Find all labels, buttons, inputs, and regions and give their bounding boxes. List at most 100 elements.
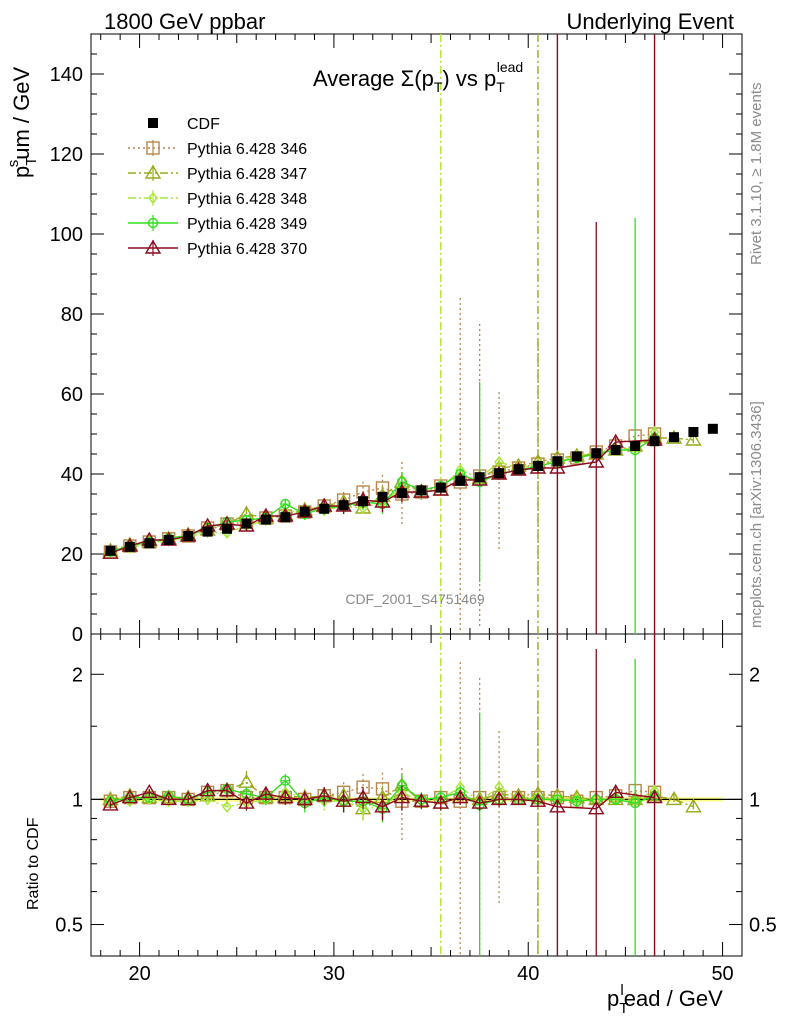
point-cdf [455,475,466,486]
x-tick-label: 30 [323,963,345,985]
ratio-y-tick-label: 0.5 [55,915,83,937]
point-cdf [571,451,582,462]
point-cdf [124,541,135,552]
ratio-point-p370 [393,789,411,804]
ratio-point-p348 [124,795,135,808]
ratio-y-axis-label: Ratio to CDF [25,817,42,910]
ratio-point-p370 [141,783,158,799]
main-y-tick-label: 140 [50,64,83,86]
point-cdf [163,535,174,545]
x-tick-label: 40 [517,963,539,985]
ratio-point-p370 [315,787,333,802]
ratio-point-p370 [607,783,624,799]
legend: CDF Pythia 6.428 346 Pythia 6.428 347 Pythi… [128,116,307,258]
ratio-y-tick-label-right: 2 [749,664,760,686]
ratio-point-p370 [335,792,352,807]
point-cdf [202,526,213,537]
legend-marker-p370 [144,239,162,254]
ratio-point-p370 [199,782,216,797]
ratio-point-p370 [413,792,430,807]
ratio-point-p370 [529,792,547,807]
plot-title: Average Σ(pT) vs pTlead [313,59,523,95]
ratio-point-p370 [160,791,177,806]
point-cdf [532,461,543,471]
ratio-point-p370 [588,800,605,815]
point-cdf [280,512,291,523]
mcplots-reference-label: mcplots.cern.ch [arXiv:1306.3436] [748,401,765,628]
ratio-point-p348 [358,802,368,815]
ratio-point-p370 [354,789,372,804]
main-y-tick-label: 60 [61,384,83,406]
ratio-point-p370 [490,791,508,806]
legend-label-p346: Pythia 6.428 346 [187,141,307,158]
ratio-point-p370 [238,794,255,809]
main-y-tick-label: 120 [50,144,83,166]
main-series-group [102,218,718,634]
point-cdf [688,427,699,437]
analysis-watermark: CDF_2001_S4751469 [345,591,485,607]
ratio-point-p370 [646,789,663,804]
point-cdf [222,523,233,534]
point-cdf [416,485,427,496]
ratio-point-p370 [432,794,450,809]
legend-label-cdf: CDF [187,116,220,133]
point-cdf [435,482,446,493]
point-cdf [552,456,563,467]
point-cdf [319,503,330,514]
point-cdf [591,448,602,459]
point-cdf [299,506,310,517]
point-cdf [338,500,349,511]
ratio-point-p370 [218,782,236,797]
point-cdf [513,464,524,475]
ratio-point-p370 [510,791,527,806]
legend-label-p348: Pythia 6.428 348 [187,191,307,208]
main-y-tick-label: 40 [61,464,83,486]
ratio-series-group [102,649,702,956]
legend-label-p349: Pythia 6.428 349 [187,216,307,233]
point-p370 [588,453,605,468]
legend-label-p347: Pythia 6.428 347 [187,166,307,183]
point-cdf [610,445,621,455]
point-cdf [668,432,679,443]
x-tick-label: 50 [711,963,733,985]
point-cdf [630,441,641,451]
legend-marker-p347 [144,164,162,179]
ratio-panel-frame [90,633,743,957]
main-y-tick-label: 0 [72,624,83,646]
ratio-point-p347 [685,798,702,813]
point-cdf [105,545,116,556]
ratio-y-tick-label-right: 1 [749,789,760,811]
header-right: Underlying Event [566,9,734,34]
x-tick-label: 20 [128,963,150,985]
ratio-point-p370 [296,791,313,806]
point-cdf [474,472,485,483]
ratio-point-p348 [202,793,213,806]
point-p347 [685,431,702,446]
point-cdf [396,488,407,499]
ratio-point-p348 [222,800,232,813]
point-cdf [707,423,718,434]
vertical-lines-group [440,34,656,956]
point-cdf [183,531,194,541]
point-cdf [241,518,252,529]
x-axis-label: pTlead / GeV [607,982,723,1017]
rivet-version-label: Rivet 3.1.10, ≥ 1.8M events [748,83,765,266]
ratio-point-p370 [121,789,139,804]
axes-group: 0 20 40 60 80 100 120 140 20 30 40 50 0.5 0.5 1 1 2 2 [50,34,777,985]
legend-marker-p348 [148,191,158,205]
ratio-point-p370 [179,791,197,806]
legend-marker-cdf [148,118,158,128]
ratio-point-p370 [452,789,469,804]
ratio-point-p370 [257,785,275,800]
ratio-point-p370 [277,789,294,804]
ratio-point-p370 [471,794,488,809]
legend-marker-p346 [146,141,160,155]
ratio-point-p370 [102,796,119,811]
ratio-point-p370 [549,798,566,813]
legend-label-p370: Pythia 6.428 370 [187,241,307,258]
ratio-point-p370 [374,798,391,813]
main-y-tick-label: 20 [61,544,83,566]
ratio-y-tick-label: 1 [72,789,83,811]
header-left: 1800 GeV ppbar [104,9,265,34]
